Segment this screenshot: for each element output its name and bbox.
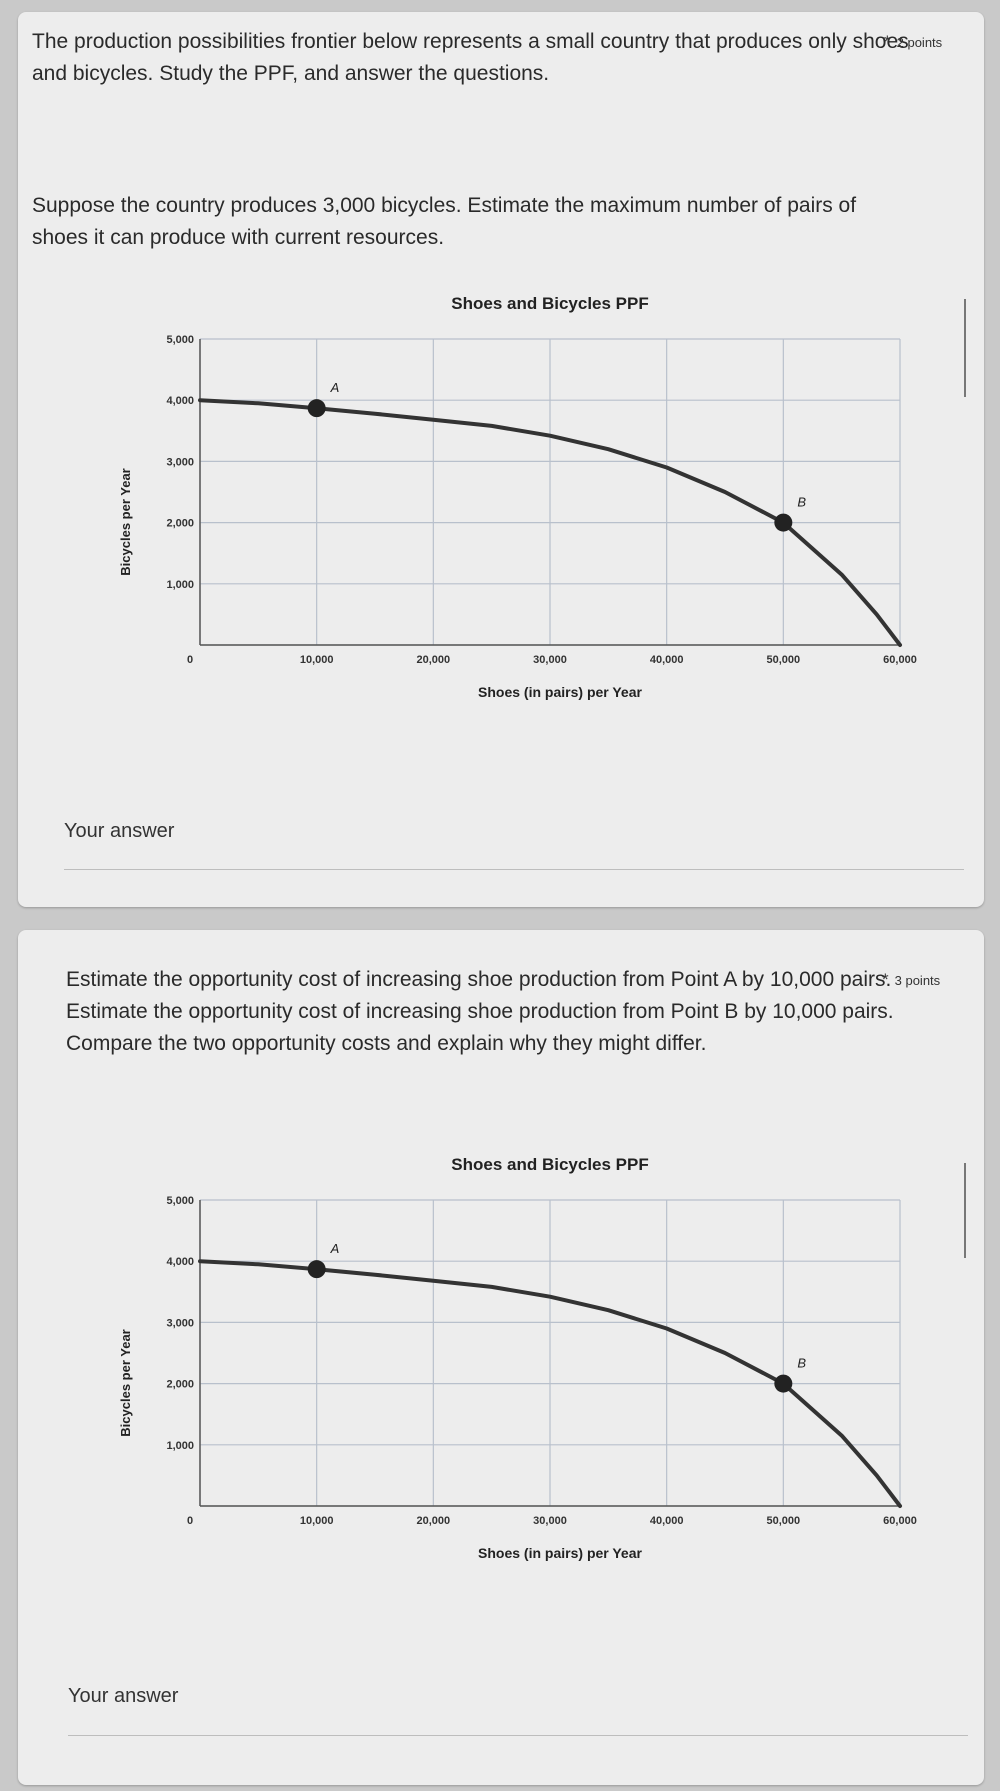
question-card-1: The production possibilities frontier be… xyxy=(18,12,984,907)
x-tick-label: 20,000 xyxy=(417,1515,451,1527)
y-tick-label: 4,000 xyxy=(166,395,194,407)
ppf-chart-1: Shoes and Bicycles PPF 5,000 4,000 3,000 2,0… xyxy=(118,294,917,700)
question-1-points: * 2 points xyxy=(884,32,942,52)
x-tick-label: 50,000 xyxy=(767,1515,801,1527)
answer-underline-2 xyxy=(68,1735,968,1736)
ppf-curve xyxy=(198,1259,902,1508)
x-tick-label: 20,000 xyxy=(417,654,451,666)
x-tick-label: 40,000 xyxy=(650,1515,684,1527)
ppf-chart-2: Shoes and Bicycles PPF 5,000 4,000 3,000 2,0… xyxy=(118,1155,917,1561)
ppf-curve xyxy=(198,398,902,647)
y-axis-label: Bicycles per Year xyxy=(118,468,133,575)
answer-label-1: Your answer xyxy=(64,820,175,842)
point-a-label: A xyxy=(330,380,340,395)
answer-input-1[interactable] xyxy=(64,842,968,870)
y-tick-label: 2,000 xyxy=(166,518,194,530)
y-tick-label: 5,000 xyxy=(166,334,194,346)
question-2-text: Estimate the opportunity cost of increas… xyxy=(66,968,894,1055)
y-axis-label: Bicycles per Year xyxy=(118,1329,133,1436)
x-tick-label: 60,000 xyxy=(883,1515,917,1527)
x-tick-label: 10,000 xyxy=(300,654,334,666)
answer-input-2[interactable] xyxy=(68,1707,972,1735)
x-tick-label: 50,000 xyxy=(767,654,801,666)
point-b-label: B xyxy=(797,495,806,510)
question-card-2: Estimate the opportunity cost of increas… xyxy=(18,930,984,1785)
y-tick-label: 4,000 xyxy=(166,1256,194,1268)
chart-title: Shoes and Bicycles PPF xyxy=(451,294,648,313)
y-tick-label: 2,000 xyxy=(166,1379,194,1391)
question-2-points: * 3 points xyxy=(882,970,940,990)
y-tick-label: 1,000 xyxy=(166,1440,194,1452)
points-label: 2 points xyxy=(896,35,943,50)
x-tick-label: 0 xyxy=(187,654,193,666)
y-tick-label: 1,000 xyxy=(166,579,194,591)
image-resize-handle[interactable] xyxy=(964,299,966,397)
point-a-label: A xyxy=(330,1241,340,1256)
required-star-icon: * xyxy=(884,32,891,51)
question-1-intro: The production possibilities frontier be… xyxy=(32,30,909,85)
image-resize-handle[interactable] xyxy=(964,1163,966,1258)
x-tick-label: 60,000 xyxy=(883,654,917,666)
y-tick-label: 3,000 xyxy=(166,1317,194,1329)
x-tick-label: 40,000 xyxy=(650,654,684,666)
x-tick-label: 30,000 xyxy=(533,1515,567,1527)
point-a-marker xyxy=(307,399,326,418)
answer-label-2: Your answer xyxy=(68,1685,179,1707)
required-star-icon: * xyxy=(882,970,889,989)
question-1-text: Suppose the country produces 3,000 bicyc… xyxy=(32,194,857,249)
points-label: 3 points xyxy=(894,973,941,988)
y-tick-label: 5,000 xyxy=(166,1195,194,1207)
point-a-marker xyxy=(307,1260,326,1279)
point-b-label: B xyxy=(797,1356,806,1371)
x-tick-label: 30,000 xyxy=(533,654,567,666)
point-b-marker xyxy=(774,513,793,532)
x-tick-label: 10,000 xyxy=(300,1515,334,1527)
x-tick-label: 0 xyxy=(187,1515,193,1527)
point-b-marker xyxy=(774,1374,793,1393)
y-tick-label: 3,000 xyxy=(166,456,194,468)
x-axis-label: Shoes (in pairs) per Year xyxy=(478,1545,642,1561)
answer-underline-1 xyxy=(64,869,964,870)
x-axis-label: Shoes (in pairs) per Year xyxy=(478,684,642,700)
chart-title: Shoes and Bicycles PPF xyxy=(451,1155,648,1174)
